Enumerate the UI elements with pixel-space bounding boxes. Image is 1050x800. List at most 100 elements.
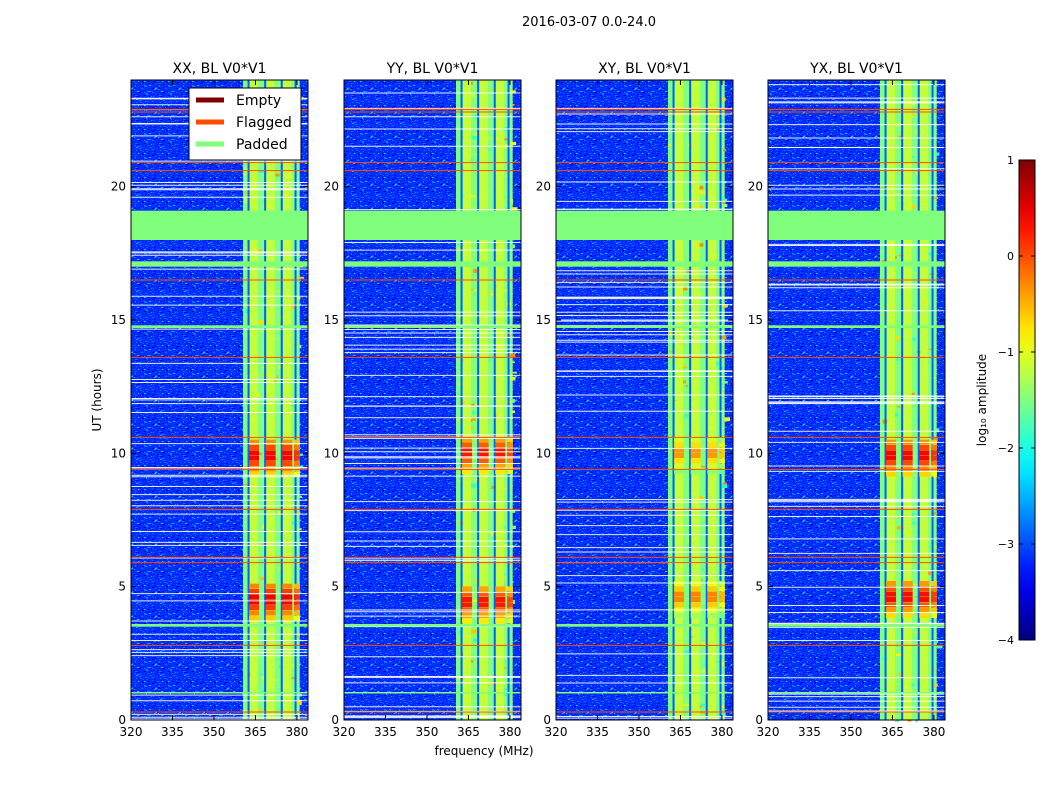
band-speckle [913,86,917,90]
band-speckle [901,688,907,692]
burst-cell [690,581,701,586]
band-speckle [470,483,477,488]
band-speckle [294,511,301,514]
padded-row [556,224,733,240]
band-speckle [492,671,495,676]
x-tick-label: 365 [244,725,267,739]
burst-cell [718,453,725,458]
padded-row [556,624,733,627]
band-speckle [274,458,279,460]
burst-cell [462,469,473,474]
band-speckle [668,332,674,334]
burst-cell [886,461,897,466]
band-speckle [916,166,919,169]
band-speckle [291,521,296,525]
band-speckle [477,196,481,199]
band-speckle [685,694,692,699]
channel-gap [689,80,692,720]
colorbar-tick-label: −3 [998,538,1014,551]
burst-cell [886,455,897,461]
band-speckle [472,508,476,512]
panel-title: XY, BL V0*V1 [598,61,691,77]
band-speckle [894,193,899,196]
burst-cell [902,613,913,618]
y-tick-label: 0 [331,713,339,727]
y-tick-label: 5 [755,580,763,594]
band-speckle [511,599,516,604]
y-tick-label: 20 [536,180,551,194]
y-tick-label: 15 [536,313,551,327]
band-speckle [892,683,899,685]
band-speckle [243,173,249,175]
burst-cell [718,613,725,618]
padded-row [768,692,945,694]
band-speckle [297,453,303,456]
band-speckle [722,202,726,204]
burst-cell [930,602,937,608]
y-tick-label: 20 [324,180,339,194]
band-speckle [256,708,263,711]
burst-cell [282,439,293,445]
band-speckle [914,595,918,598]
padded-row [344,210,521,224]
burst-cell [495,586,506,592]
band-speckle [911,272,917,274]
channel-core [708,80,717,720]
burst-cell [506,591,513,597]
band-speckle [896,404,901,407]
burst-cell [462,453,473,458]
burst-cell [495,602,506,608]
padded-row [768,210,945,224]
burst-cell [718,586,725,592]
burst-cell [282,615,293,621]
band-speckle [489,290,496,293]
band-speckle [910,550,914,552]
burst-cell [886,581,897,586]
panel-3: XY, BL V0*V1 320 335 350 365 380 0 5 10 15 20 [536,61,734,739]
burst-cell [265,445,276,450]
band-speckle [490,293,494,296]
burst-cell [293,455,300,461]
burst-cell [690,591,701,597]
channel-core [903,80,912,720]
band-speckle [470,653,474,657]
band-speckle [936,645,943,649]
panel-1: XX, BL V0*V1 320 335 350 365 380 0 5 10 15 20 [111,61,309,739]
band-speckle [289,304,296,309]
band-speckle [880,247,886,249]
figure-suptitle: 2016-03-07 0.0-24.0 [522,15,656,30]
burst-cell [674,586,685,592]
band-speckle [243,642,247,646]
band-speckle [510,361,515,364]
colorbar-tick-label: −2 [998,442,1014,455]
band-speckle [915,719,919,722]
burst-cell [495,458,506,464]
panel-title: XX, BL V0*V1 [173,61,267,77]
band-speckle [460,420,466,423]
band-speckle [276,290,281,292]
burst-cell [293,605,300,610]
padded-row [768,624,945,627]
band-speckle [910,114,916,117]
band-speckle [257,452,263,455]
band-speckle [719,97,726,102]
burst-cell [506,597,513,602]
band-speckle [685,385,688,387]
burst-cell [478,442,489,448]
burst-cell [506,613,513,618]
band-speckle [721,198,728,202]
band-speckle [259,673,263,676]
band-speckle [290,351,294,355]
band-speckle [278,566,283,570]
band-speckle [501,487,508,490]
band-speckle [509,376,516,381]
burst-cell [249,471,260,477]
burst-cell [506,618,513,624]
burst-cell [495,453,506,458]
band-speckle [933,196,939,199]
band-speckle [456,120,462,123]
burst-cell [478,453,489,458]
x-tick-label: 320 [333,725,356,739]
burst-cell [249,589,260,594]
